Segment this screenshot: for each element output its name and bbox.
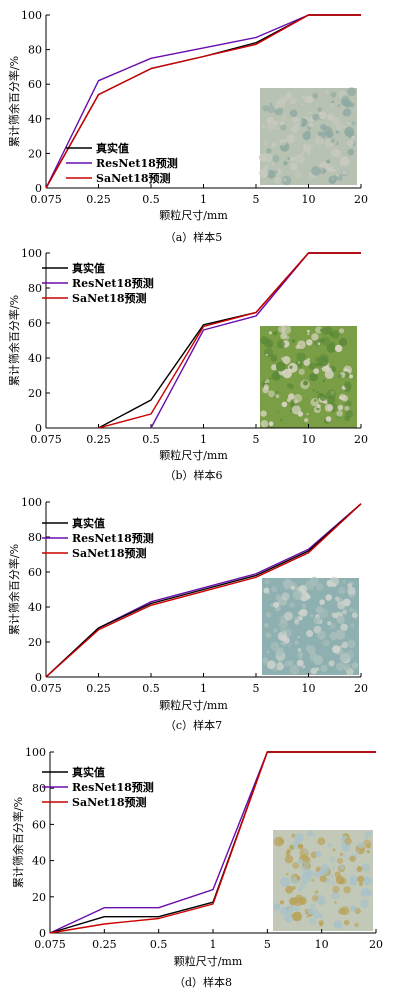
- y-axis-label: 累计筛余百分率/%: [11, 797, 25, 888]
- legend-label-3: SaNet18预测: [72, 546, 147, 560]
- y-tick-label: 0: [35, 671, 42, 684]
- panel-caption: （a）样本5: [165, 230, 223, 244]
- sample-photo: [273, 830, 373, 931]
- x-tick-label: 0.25: [86, 682, 111, 695]
- sample-photo: [262, 576, 359, 676]
- y-tick-label: 20: [32, 891, 46, 904]
- sample-photo: [259, 87, 357, 186]
- x-tick-label: 1: [200, 682, 207, 695]
- x-tick-label: 0.5: [142, 433, 160, 446]
- panel-caption: （c）样本7: [165, 718, 222, 732]
- x-tick-label: 5: [253, 193, 260, 206]
- y-tick-label: 40: [28, 113, 42, 126]
- x-tick-label: 0.5: [142, 193, 160, 206]
- series-line-3: [98, 252, 361, 429]
- y-tick-label: 80: [28, 531, 42, 544]
- y-tick-label: 20: [28, 147, 42, 160]
- x-tick-label: 5: [264, 938, 271, 951]
- series-line-3: [45, 14, 361, 189]
- legend-label-2: ResNet18预测: [96, 156, 178, 170]
- y-tick-label: 100: [21, 496, 42, 509]
- y-tick-label: 100: [25, 746, 46, 759]
- legend-label-3: SaNet18预测: [72, 291, 147, 305]
- y-axis-label: 累计筛余百分率/%: [7, 295, 21, 386]
- legend-label-1: 真实值: [72, 516, 105, 530]
- x-tick-label: 0.075: [34, 938, 66, 951]
- x-axis-label: 颗粒尺寸/mm: [159, 698, 228, 712]
- legend-label-3: SaNet18预测: [72, 795, 147, 809]
- y-tick-label: 80: [32, 782, 46, 795]
- x-axis-label: 颗粒尺寸/mm: [174, 954, 243, 968]
- series-line-1: [45, 503, 362, 678]
- x-tick-label: 5: [253, 433, 260, 446]
- x-tick-label: 1: [210, 938, 217, 951]
- y-tick-label: 60: [28, 566, 42, 579]
- y-tick-label: 0: [39, 927, 46, 940]
- chart-panel-4: 0 20 40 60 80 100 0.075 0.25 0.5 1 5 10 20 颗粒尺寸/mm 累计筛…: [11, 746, 383, 989]
- y-tick-label: 40: [28, 601, 42, 614]
- x-tick-label: 1: [200, 433, 207, 446]
- y-tick-label: 40: [28, 352, 42, 365]
- x-axis-label: 颗粒尺寸/mm: [159, 208, 228, 222]
- series-line-3: [45, 503, 362, 678]
- chart-panel-2: 0 20 40 60 80 100 0.075 0.25 0.5 1 5 10 20 颗粒尺寸/mm 累计筛…: [7, 247, 368, 482]
- legend-label-1: 真实值: [96, 141, 129, 155]
- x-tick-label: 10: [302, 682, 316, 695]
- y-tick-label: 40: [32, 855, 46, 868]
- y-tick-label: 0: [35, 422, 42, 435]
- x-tick-label: 0.25: [86, 193, 111, 206]
- panel-caption: （b）样本6: [164, 468, 222, 482]
- x-tick-label: 20: [354, 193, 368, 206]
- series-line-3: [49, 751, 376, 934]
- y-axis-label: 累计筛余百分率/%: [7, 544, 21, 635]
- x-tick-label: 20: [369, 938, 383, 951]
- legend-label-2: ResNet18预测: [72, 531, 154, 545]
- legend-label-1: 真实值: [72, 765, 105, 779]
- x-tick-label: 20: [354, 682, 368, 695]
- y-tick-label: 80: [28, 44, 42, 57]
- chart-panel-3: 0 20 40 60 80 100 0.075 0.25 0.5 1 5 10 20 颗粒尺寸/mm 累计筛…: [7, 496, 368, 732]
- y-tick-label: 60: [28, 78, 42, 91]
- x-tick-label: 5: [253, 682, 260, 695]
- legend-label-2: ResNet18预测: [72, 780, 154, 794]
- panel-caption: （d）样本8: [174, 975, 232, 989]
- x-tick-label: 0.5: [142, 682, 160, 695]
- x-tick-label: 0.5: [150, 938, 168, 951]
- legend-label-1: 真实值: [72, 261, 105, 275]
- x-tick-label: 10: [302, 193, 316, 206]
- chart-panel-1: 0 20 40 60 80 100 0.075 0.25 0.5 1 5 10 20 颗粒尺寸/mm 累计筛…: [7, 9, 368, 244]
- y-tick-label: 20: [28, 636, 42, 649]
- y-tick-label: 0: [35, 182, 42, 195]
- x-tick-label: 1: [200, 193, 207, 206]
- legend-label-3: SaNet18预测: [96, 171, 171, 185]
- x-tick-label: 10: [315, 938, 329, 951]
- y-tick-label: 60: [32, 818, 46, 831]
- x-tick-label: 0.075: [30, 433, 62, 446]
- y-tick-label: 100: [21, 9, 42, 22]
- x-axis-label: 颗粒尺寸/mm: [159, 448, 228, 462]
- x-tick-label: 10: [302, 433, 316, 446]
- legend-label-2: ResNet18预测: [72, 276, 154, 290]
- y-tick-label: 60: [28, 317, 42, 330]
- x-tick-label: 0.25: [92, 938, 117, 951]
- x-tick-label: 20: [354, 433, 368, 446]
- y-tick-label: 20: [28, 387, 42, 400]
- sample-photo: [259, 324, 357, 428]
- x-tick-label: 0.075: [30, 193, 62, 206]
- y-axis-label: 累计筛余百分率/%: [7, 56, 21, 147]
- x-tick-label: 0.25: [86, 433, 111, 446]
- y-tick-label: 100: [21, 247, 42, 260]
- x-tick-label: 0.075: [30, 682, 62, 695]
- y-tick-label: 80: [28, 282, 42, 295]
